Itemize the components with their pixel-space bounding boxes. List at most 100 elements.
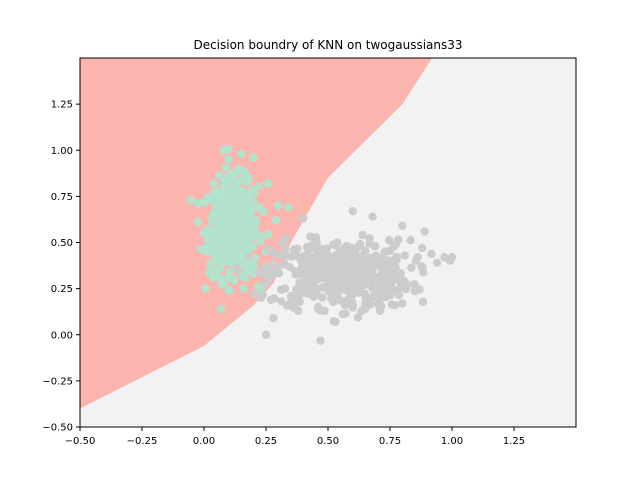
scatter-point-series-1 [381,266,390,275]
scatter-point-series-0 [241,205,251,215]
scatter-point-series-0 [193,217,203,227]
scatter-points [186,144,457,345]
scatter-point-series-1 [367,265,377,274]
scatter-point-series-1 [381,292,390,302]
scatter-point-series-1 [281,234,291,244]
y-tick-label: 0.75 [51,192,73,203]
scatter-point-series-1 [308,291,318,301]
x-axis: −0.50 −0.25 0.00 0.25 0.50 0.75 1.00 1.25 [65,427,525,447]
scatter-point-series-1 [427,249,436,259]
scatter-point-series-1 [311,233,321,242]
scatter-point-series-0 [232,176,242,186]
scatter-point-series-0 [219,180,229,190]
y-tick-label: 0.50 [51,238,73,249]
scatter-point-series-1 [270,249,279,258]
scatter-point-series-1 [413,253,422,262]
scatter-point-series-0 [209,265,219,275]
scatter-point-series-0 [238,223,248,233]
scatter-point-series-1 [440,253,449,262]
scatter-point-series-0 [212,216,222,225]
scatter-point-series-0 [274,201,283,210]
y-tick-label: −0.25 [42,376,73,387]
scatter-point-series-1 [306,243,315,253]
scatter-point-series-1 [306,283,316,293]
y-tick-label: 0.00 [51,330,73,341]
scatter-point-series-1 [313,302,323,312]
scatter-point-series-1 [384,258,393,268]
scatter-point-series-1 [292,244,302,253]
scatter-point-series-0 [246,191,255,201]
scatter-point-series-1 [361,304,370,314]
scatter-point-series-1 [314,262,324,271]
scatter-point-series-1 [300,284,309,293]
scatter-point-series-1 [353,313,363,322]
scatter-point-series-0 [264,179,273,188]
scatter-point-series-1 [396,270,405,279]
scatter-point-series-1 [317,293,327,302]
scatter-point-series-1 [292,251,302,261]
scatter-point-series-1 [317,255,326,264]
scatter-point-series-1 [375,259,384,269]
x-tick-label: 1.25 [503,436,525,447]
scatter-point-series-1 [398,221,407,231]
scatter-point-series-1 [407,263,416,272]
plot-area [80,58,576,427]
scatter-point-series-1 [280,284,290,293]
x-tick-label: −0.25 [127,436,158,447]
scatter-point-series-1 [388,271,398,280]
scatter-point-series-1 [340,244,349,253]
scatter-point-series-1 [289,293,298,303]
scatter-point-series-0 [219,280,229,290]
x-tick-label: 0.75 [379,436,401,447]
scatter-point-series-1 [328,295,338,304]
scatter-point-series-0 [249,269,258,279]
scatter-point-series-1 [276,251,286,260]
scatter-point-series-0 [206,241,215,250]
scatter-point-series-0 [263,230,273,239]
scatter-point-series-1 [322,267,332,277]
scatter-point-series-1 [390,301,400,310]
scatter-point-series-0 [271,216,281,225]
scatter-point-series-1 [410,286,420,296]
scatter-point-series-1 [370,273,380,282]
scatter-point-series-0 [229,275,238,284]
scatter-point-series-1 [274,268,284,278]
x-tick-label: 0.50 [317,436,339,447]
scatter-point-series-1 [420,227,429,236]
scatter-point-series-1 [335,260,344,269]
scatter-point-series-1 [358,230,367,240]
x-tick-label: 0.25 [255,436,277,447]
scatter-point-series-0 [186,195,195,205]
y-tick-label: 1.00 [51,146,73,157]
scatter-point-series-1 [418,243,427,253]
scatter-point-series-0 [245,212,255,221]
scatter-point-series-1 [341,309,350,318]
scatter-point-series-1 [396,281,406,290]
scatter-point-series-0 [219,146,229,155]
scatter-point-series-0 [251,217,261,227]
scatter-point-series-0 [207,247,216,256]
scatter-point-series-1 [344,263,354,273]
scatter-point-series-1 [406,235,415,245]
scatter-point-series-0 [221,163,231,172]
scatter-point-series-1 [394,290,404,300]
scatter-point-series-1 [370,241,380,251]
x-tick-label: 0.00 [193,436,215,447]
scatter-point-series-1 [261,330,271,339]
scatter-point-series-1 [258,267,267,276]
scatter-point-series-1 [297,263,307,272]
scatter-point-series-0 [209,179,219,188]
scatter-point-series-1 [432,258,442,267]
scatter-point-series-1 [316,336,325,345]
scatter-point-series-0 [249,203,258,213]
y-tick-label: −0.50 [42,423,73,434]
scatter-point-series-0 [241,266,251,276]
scatter-point-series-1 [347,278,356,287]
scatter-point-series-1 [321,282,331,292]
scatter-point-series-1 [323,259,333,268]
scatter-point-series-0 [208,273,218,282]
scatter-point-series-0 [254,282,263,291]
y-axis: −0.50 −0.25 0.00 0.25 0.50 0.75 1.00 1.25 [42,100,80,434]
scatter-point-series-1 [351,261,361,270]
scatter-point-series-1 [384,236,394,245]
